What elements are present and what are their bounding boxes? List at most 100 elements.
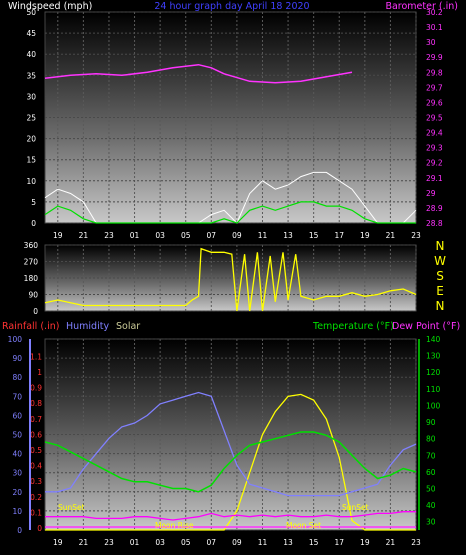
x-tick-label: 03 [155, 231, 165, 240]
barometer-tick-label: 30 [426, 38, 436, 47]
humidity-axis-label: Humidity [66, 321, 109, 332]
x-tick-label: 01 [130, 538, 140, 547]
x-tick-label: 17 [334, 231, 344, 240]
compass-label: W [434, 254, 446, 268]
barometer-tick-label: 29.1 [426, 174, 443, 183]
wind-grid [45, 11, 417, 224]
x-tick-label: 09 [232, 538, 242, 547]
x-tick-label: 19 [360, 231, 370, 240]
moon-set-label: Moon Set [286, 521, 321, 530]
x-tick-label: 17 [334, 538, 344, 547]
humidity-tick-label: 20 [12, 488, 22, 497]
windspeed-tick-label: 40 [26, 50, 36, 59]
x-tick-label: 19 [53, 538, 63, 547]
chart-title: 24 hour graph day April 18 2020 [154, 1, 309, 12]
x-tick-label: 15 [309, 231, 319, 240]
x-tick-label: 21 [79, 231, 89, 240]
temperature-tick-label: 100 [426, 401, 441, 410]
x-tick-label: 07 [207, 538, 217, 547]
humidity-tick-label: 10 [12, 507, 22, 516]
windspeed-tick-label: 10 [26, 177, 36, 186]
rainfall-axis-label: Rainfall (.in) [2, 321, 59, 332]
windspeed-tick-label: 15 [26, 156, 36, 165]
temperature-series [44, 391, 417, 531]
wind-panel: 0510152025303540455028.828.92929.129.229… [8, 1, 458, 240]
direction-tick-label: 90 [28, 291, 38, 300]
x-tick-label: 01 [130, 231, 140, 240]
barometer-axis-label: Barometer (.in) [385, 1, 458, 12]
rainfall-tick-label: 0.1 [30, 508, 42, 517]
rainfall-tick-label: 0 [37, 524, 42, 533]
rainfall-tick-label: 0.3 [30, 477, 42, 486]
direction-tick-label: 360 [24, 241, 39, 250]
direction-series-line [44, 247, 417, 312]
x-tick-label: 13 [283, 231, 293, 240]
barometer-tick-label: 29.2 [426, 159, 443, 168]
windspeed-tick-label: 50 [26, 8, 36, 17]
direction-tick-label: 270 [24, 258, 39, 267]
x-tick-label: 13 [283, 538, 293, 547]
direction-grid [45, 244, 417, 312]
windspeed-tick-label: 35 [26, 71, 36, 80]
x-tick-label: 21 [386, 538, 396, 547]
rainfall-tick-label: 0.9 [30, 384, 42, 393]
temperature-ticks: 010203040506070809010000.10.20.30.40.50.… [8, 335, 441, 547]
windspeed-axis-label: Windspeed (mph) [8, 1, 92, 12]
dew-point-axis-label: Dew Point (°F) [392, 321, 460, 332]
temperature-panel: 010203040506070809010000.10.20.30.40.50.… [2, 321, 460, 547]
humidity-tick-label: 40 [12, 450, 22, 459]
solar-axis-label: Solar [116, 321, 140, 332]
barometer-tick-label: 28.8 [426, 219, 443, 228]
wind-series-line [44, 201, 416, 224]
windspeed-tick-label: 20 [26, 135, 36, 144]
humidity-tick-label: 60 [12, 411, 22, 420]
barometer-tick-label: 28.9 [426, 204, 443, 213]
x-tick-label: 23 [411, 538, 421, 547]
humidity-tick-label: 90 [12, 354, 22, 363]
temperature-tick-label: 120 [426, 368, 441, 377]
humidity-tick-label: 100 [8, 335, 23, 344]
barometer-tick-label: 30.2 [426, 8, 443, 17]
windspeed-tick-label: 45 [26, 29, 36, 38]
temperature-tick-label: 60 [426, 468, 436, 477]
x-tick-label: 21 [386, 231, 396, 240]
barometer-tick-label: 29 [426, 189, 436, 198]
rainfall-tick-label: 0.4 [30, 462, 42, 471]
barometer-tick-label: 30.1 [426, 23, 443, 32]
gust-series-line [44, 171, 417, 224]
x-tick-label: 21 [79, 538, 89, 547]
x-tick-label: 07 [207, 231, 217, 240]
temperature-tick-label: 30 [426, 518, 436, 527]
x-tick-label: 05 [181, 231, 191, 240]
compass-label: E [436, 284, 444, 298]
solar-series-line [45, 393, 416, 531]
compass-label: N [436, 239, 445, 253]
temperature-tick-label: 130 [426, 352, 441, 361]
temperature-tick-label: 110 [426, 385, 441, 394]
barometer-tick-label: 29.8 [426, 68, 443, 77]
direction-tick-label: 0 [33, 307, 38, 316]
temperature-tick-label: 90 [426, 418, 436, 427]
humidity-tick-label: 0 [17, 526, 22, 535]
temperature-tick-label: 80 [426, 435, 436, 444]
wind-series [44, 63, 417, 224]
x-tick-label: 23 [104, 231, 114, 240]
x-tick-label: 09 [232, 231, 242, 240]
barometer-tick-label: 29.3 [426, 144, 443, 153]
barometer-tick-label: 29.7 [426, 83, 443, 92]
dew-point-series-line [45, 511, 416, 521]
x-tick-label: 05 [181, 538, 191, 547]
wind-ticks: 0510152025303540455028.828.92929.129.229… [26, 8, 442, 240]
humidity-tick-label: 70 [12, 392, 22, 401]
compass-label: N [436, 299, 445, 313]
temperature-axis-label: Temperature (°F) [312, 321, 394, 332]
windspeed-tick-label: 30 [26, 92, 36, 101]
x-tick-label: 23 [411, 231, 421, 240]
humidity-tick-label: 50 [12, 431, 22, 440]
rainfall-tick-label: 0.8 [30, 399, 42, 408]
temperature-tick-label: 70 [426, 451, 436, 460]
x-tick-label: 19 [53, 231, 63, 240]
x-tick-label: 11 [258, 231, 268, 240]
